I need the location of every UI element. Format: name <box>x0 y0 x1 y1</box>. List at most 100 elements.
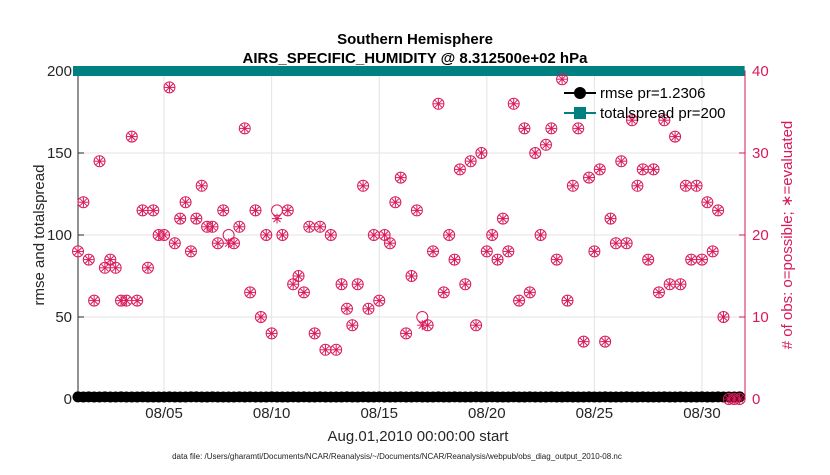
obs-evaluated-point <box>272 214 282 224</box>
obs-evaluated-point <box>73 246 83 256</box>
x-tick-label: 08/30 <box>683 405 721 422</box>
obs-evaluated-point <box>439 287 449 297</box>
obs-evaluated-point <box>315 222 325 232</box>
obs-evaluated-point <box>493 255 503 265</box>
obs-evaluated-point <box>632 181 642 191</box>
x-tick-label: 08/05 <box>145 405 183 422</box>
obs-evaluated-point <box>256 312 266 322</box>
obs-evaluated-point <box>713 205 723 215</box>
obs-evaluated-point <box>218 205 228 215</box>
obs-evaluated-point <box>337 279 347 289</box>
obs-evaluated-point <box>191 214 201 224</box>
obs-evaluated-point <box>197 181 207 191</box>
obs-evaluated-point <box>718 312 728 322</box>
obs-evaluated-point <box>503 246 513 256</box>
obs-evaluated-point <box>320 345 330 355</box>
obs-evaluated-point <box>132 296 142 306</box>
obs-evaluated-point <box>692 181 702 191</box>
obs-evaluated-point <box>159 230 169 240</box>
obs-evaluated-point <box>579 337 589 347</box>
obs-evaluated-point <box>525 287 535 297</box>
obs-evaluated-point <box>665 279 675 289</box>
obs-evaluated-point <box>514 296 524 306</box>
obs-evaluated-point <box>294 271 304 281</box>
obs-evaluated-point <box>509 99 519 109</box>
y-axis-right-label: # of obs: o=possible; ∗=evaluated <box>779 121 796 350</box>
x-axis-label: Aug.01,2010 00:00:00 start <box>328 428 510 445</box>
obs-evaluated-point <box>380 230 390 240</box>
obs-evaluated-point <box>471 320 481 330</box>
obs-evaluated-point <box>697 255 707 265</box>
obs-evaluated-point <box>616 156 626 166</box>
obs-evaluated-point <box>595 164 605 174</box>
chart-subtitle: AIRS_SPECIFIC_HUMIDITY @ 8.312500e+02 hP… <box>243 50 589 67</box>
obs-evaluated-point <box>148 205 158 215</box>
y-axis-left-label: rmse and totalspread <box>31 165 48 306</box>
obs-evaluated-point <box>374 296 384 306</box>
obs-evaluated-point <box>638 164 648 174</box>
obs-evaluated-point <box>487 230 497 240</box>
obs-evaluated-point <box>84 255 94 265</box>
obs-evaluated-point <box>245 287 255 297</box>
obs-evaluated-point <box>181 197 191 207</box>
obs-evaluated-point <box>240 123 250 133</box>
obs-evaluated-point <box>401 328 411 338</box>
obs-evaluated-point <box>708 246 718 256</box>
obs-evaluated-point <box>433 99 443 109</box>
obs-evaluated-point <box>562 296 572 306</box>
x-tick-label: 08/15 <box>360 405 398 422</box>
y-tick-label-right: 10 <box>752 309 769 326</box>
obs-evaluated-point <box>686 255 696 265</box>
obs-evaluated-point <box>170 238 180 248</box>
obs-evaluated-point <box>536 230 546 240</box>
x-tick-label: 08/20 <box>468 405 506 422</box>
obs-evaluated-point <box>310 328 320 338</box>
obs-evaluated-point <box>288 279 298 289</box>
y-tick-label-left: 100 <box>47 227 72 244</box>
data-file-footer: data file: /Users/gharamti/Documents/NCA… <box>172 452 622 461</box>
obs-evaluated-point <box>283 205 293 215</box>
y-tick-label-left: 150 <box>47 145 72 162</box>
obs-evaluated-point <box>100 263 110 273</box>
obs-evaluated-point <box>229 238 239 248</box>
obs-evaluated-point <box>105 255 115 265</box>
obs-evaluated-point <box>557 74 567 84</box>
obs-evaluated-point <box>573 123 583 133</box>
y-tick-label-left: 0 <box>64 391 72 408</box>
legend: rmse pr=1.2306 totalspread pr=200 <box>564 85 726 122</box>
obs-evaluated-point <box>546 123 556 133</box>
obs-evaluated-point <box>89 296 99 306</box>
obs-evaluated-point <box>385 238 395 248</box>
obs-evaluated-point <box>369 230 379 240</box>
obs-evaluated-point <box>342 304 352 314</box>
obs-evaluated-point <box>589 246 599 256</box>
obs-evaluated-point <box>530 148 540 158</box>
obs-evaluated-point <box>412 205 422 215</box>
chart-title: Southern Hemisphere <box>337 31 493 48</box>
obs-evaluated-point <box>600 337 610 347</box>
y-tick-label-left: 50 <box>55 309 72 326</box>
obs-evaluated-point <box>207 222 217 232</box>
legend-rmse-label: rmse pr=1.2306 <box>600 85 705 102</box>
y-tick-label-right: 40 <box>752 63 769 80</box>
legend-totalspread-marker <box>574 107 586 119</box>
y-tick-label-right: 30 <box>752 145 769 162</box>
y-tick-label-left: 200 <box>47 63 72 80</box>
obs-evaluated-point <box>267 328 277 338</box>
obs-evaluated-point <box>95 156 105 166</box>
legend-totalspread-label: totalspread pr=200 <box>600 105 726 122</box>
obs-evaluated-point <box>460 279 470 289</box>
obs-evaluated-point <box>331 345 341 355</box>
obs-evaluated-point <box>654 287 664 297</box>
obs-evaluated-point <box>611 238 621 248</box>
obs-evaluated-point <box>428 246 438 256</box>
obs-evaluated-point <box>670 132 680 142</box>
obs-evaluated-point <box>519 123 529 133</box>
obs-evaluated-point <box>164 82 174 92</box>
obs-evaluated-point <box>326 230 336 240</box>
obs-evaluated-point <box>552 255 562 265</box>
legend-rmse-marker <box>574 87 586 99</box>
obs-evaluated-point <box>121 296 131 306</box>
obs-evaluated-point <box>304 222 314 232</box>
